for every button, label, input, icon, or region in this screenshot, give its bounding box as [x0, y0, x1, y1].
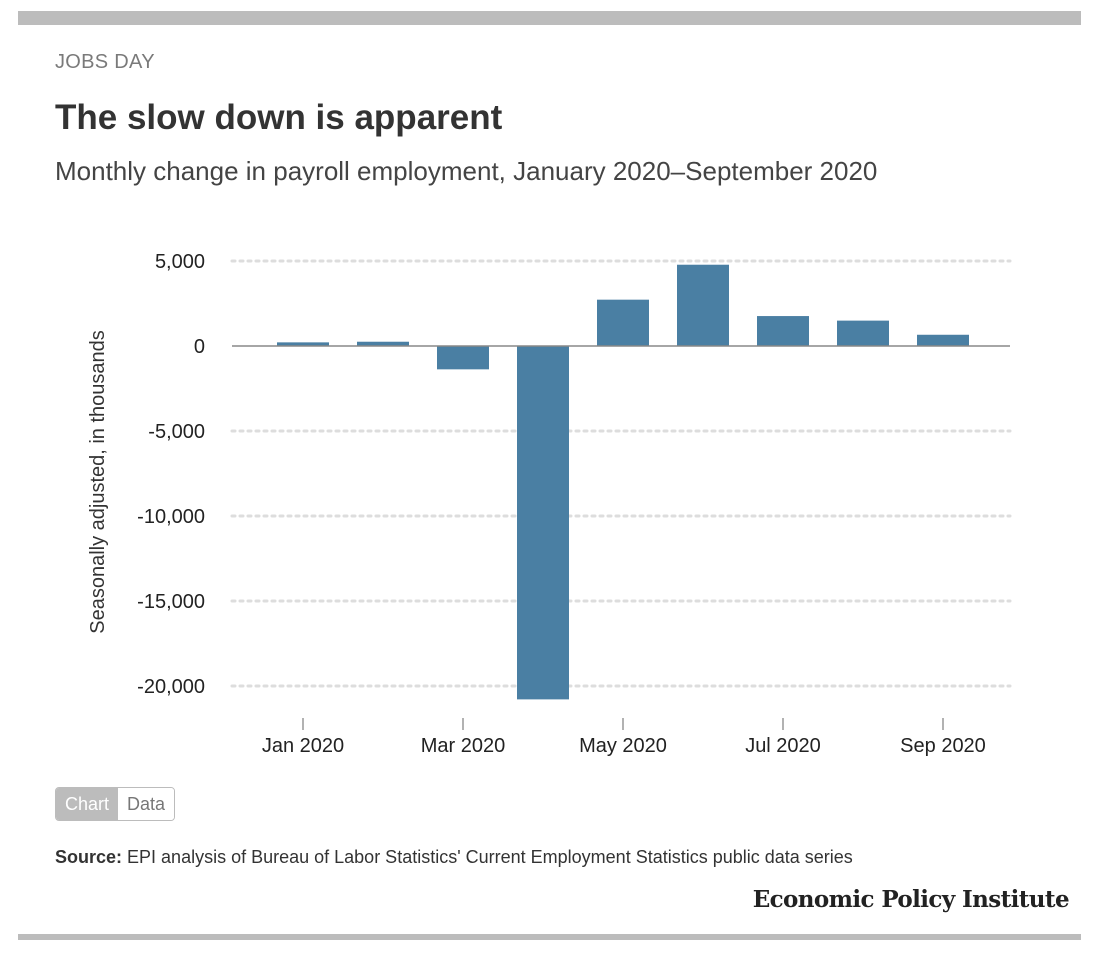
x-tick-label: Sep 2020	[900, 735, 986, 757]
y-tick-label: -20,000	[137, 676, 205, 698]
brand-logo[interactable]: Economic Policy Institute	[752, 886, 1070, 913]
x-tick-label: Jul 2020	[745, 735, 821, 757]
x-tick-label: May 2020	[579, 735, 667, 757]
y-tick-label: 5,000	[155, 251, 205, 273]
bar-jun-2020	[677, 264, 729, 346]
x-tick-label: Mar 2020	[421, 735, 506, 757]
bar-layer	[277, 264, 969, 700]
bar-feb-2020	[357, 341, 409, 346]
grid-layer	[230, 259, 1012, 688]
x-tick-label: Jan 2020	[262, 735, 344, 757]
chart-title: The slow down is apparent	[55, 98, 503, 137]
bar-jul-2020	[757, 316, 809, 346]
axis-layer: 5,000 0 -5,000 -10,000 -15,000 -20,000 Jan 202…	[137, 251, 1010, 757]
source-text: EPI analysis of Bureau of Labor Statisti…	[122, 847, 853, 867]
bar-sep-2020	[917, 334, 969, 346]
bar-chart: 5,000 0 -5,000 -10,000 -15,000 -20,000 Jan 202…	[87, 251, 1012, 757]
bar-aug-2020	[837, 320, 889, 346]
bottom-rule	[18, 934, 1081, 940]
y-axis-label: Seasonally adjusted, in thousands	[87, 330, 109, 634]
y-tick-label: -5,000	[148, 421, 205, 443]
data-tab[interactable]: Data	[118, 788, 175, 820]
chart-subtitle: Monthly change in payroll employment, Ja…	[55, 156, 878, 186]
chart-data-toggle[interactable]: Chart Data	[55, 787, 176, 821]
y-tick-label: 0	[194, 336, 205, 358]
top-rule	[18, 11, 1081, 25]
y-tick-label: -15,000	[137, 591, 205, 613]
y-tick-label: -10,000	[137, 506, 205, 528]
source-label: Source:	[55, 847, 123, 867]
kicker: JOBS DAY	[55, 51, 155, 73]
bar-mar-2020	[437, 346, 489, 370]
bar-jan-2020	[277, 342, 329, 346]
bar-may-2020	[597, 299, 649, 346]
bar-apr-2020	[517, 346, 569, 700]
chart-tab[interactable]: Chart	[56, 788, 119, 820]
source-note: Source: EPI analysis of Bureau of Labor …	[55, 847, 853, 868]
